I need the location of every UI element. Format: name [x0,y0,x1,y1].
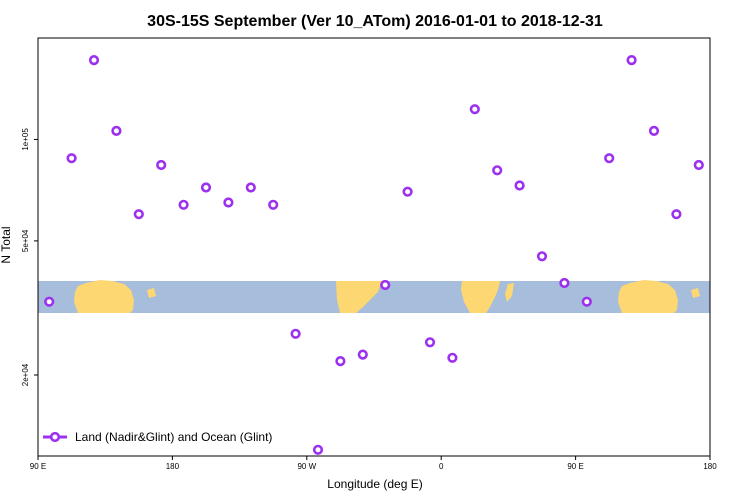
data-point [335,356,346,367]
x-tick-label: 90 W [297,462,316,471]
plot-area-frame [37,37,711,457]
x-tick-label: 180 [703,462,717,471]
x-axis-label: Longitude (deg E) [327,477,422,491]
data-point [559,277,570,289]
map-land [505,283,514,302]
data-point [626,54,637,66]
data-points [44,54,704,455]
x-tick-label: 90 E [567,462,583,471]
data-point [88,54,100,66]
data-point [581,296,592,307]
data-point [290,328,301,339]
data-point [492,165,503,176]
data-point [671,209,682,220]
data-point [44,296,55,307]
y-tick-label: 5e+04 [21,229,30,252]
y-tick-label: 2e+04 [21,363,30,386]
y-axis-label: N Total [0,226,13,263]
map-land [147,288,156,298]
map-land [691,288,700,298]
axis-ticks: 90 E 180 90 W 0 90 E 180 2e+04 5e+04 1e+05 [21,128,717,471]
data-point [469,104,480,115]
data-point [178,199,189,210]
data-point [402,186,413,197]
data-point [133,209,144,220]
data-point [447,352,458,363]
map-land [618,280,678,313]
data-point [648,125,660,136]
legend-marker [49,431,61,443]
map-land [74,280,134,313]
map-land [461,281,500,313]
data-point [66,153,77,164]
x-tick-label: 90 E [30,462,46,471]
chart-title: 30S-15S September (Ver 10_ATom) 2016-01-… [147,13,603,30]
y-tick-label: 1e+05 [21,128,30,151]
data-point [357,349,368,360]
legend: Land (Nadir&Glint) and Ocean (Glint) [43,430,272,444]
data-point [111,125,122,136]
data-point [312,444,324,455]
data-point [268,199,279,210]
data-point [424,337,436,348]
data-point [245,182,256,193]
data-point [223,197,234,208]
data-point [200,182,212,193]
map-land [336,281,382,313]
data-point [156,159,167,171]
data-point [604,153,615,164]
data-point [380,279,391,291]
x-tick-label: 180 [166,462,180,471]
world-map-strip [38,280,710,313]
legend-label: Land (Nadir&Glint) and Ocean (Glint) [75,430,272,444]
x-tick-label: 0 [439,462,444,471]
data-point [693,159,704,171]
data-point [514,180,525,191]
data-point [536,251,548,262]
